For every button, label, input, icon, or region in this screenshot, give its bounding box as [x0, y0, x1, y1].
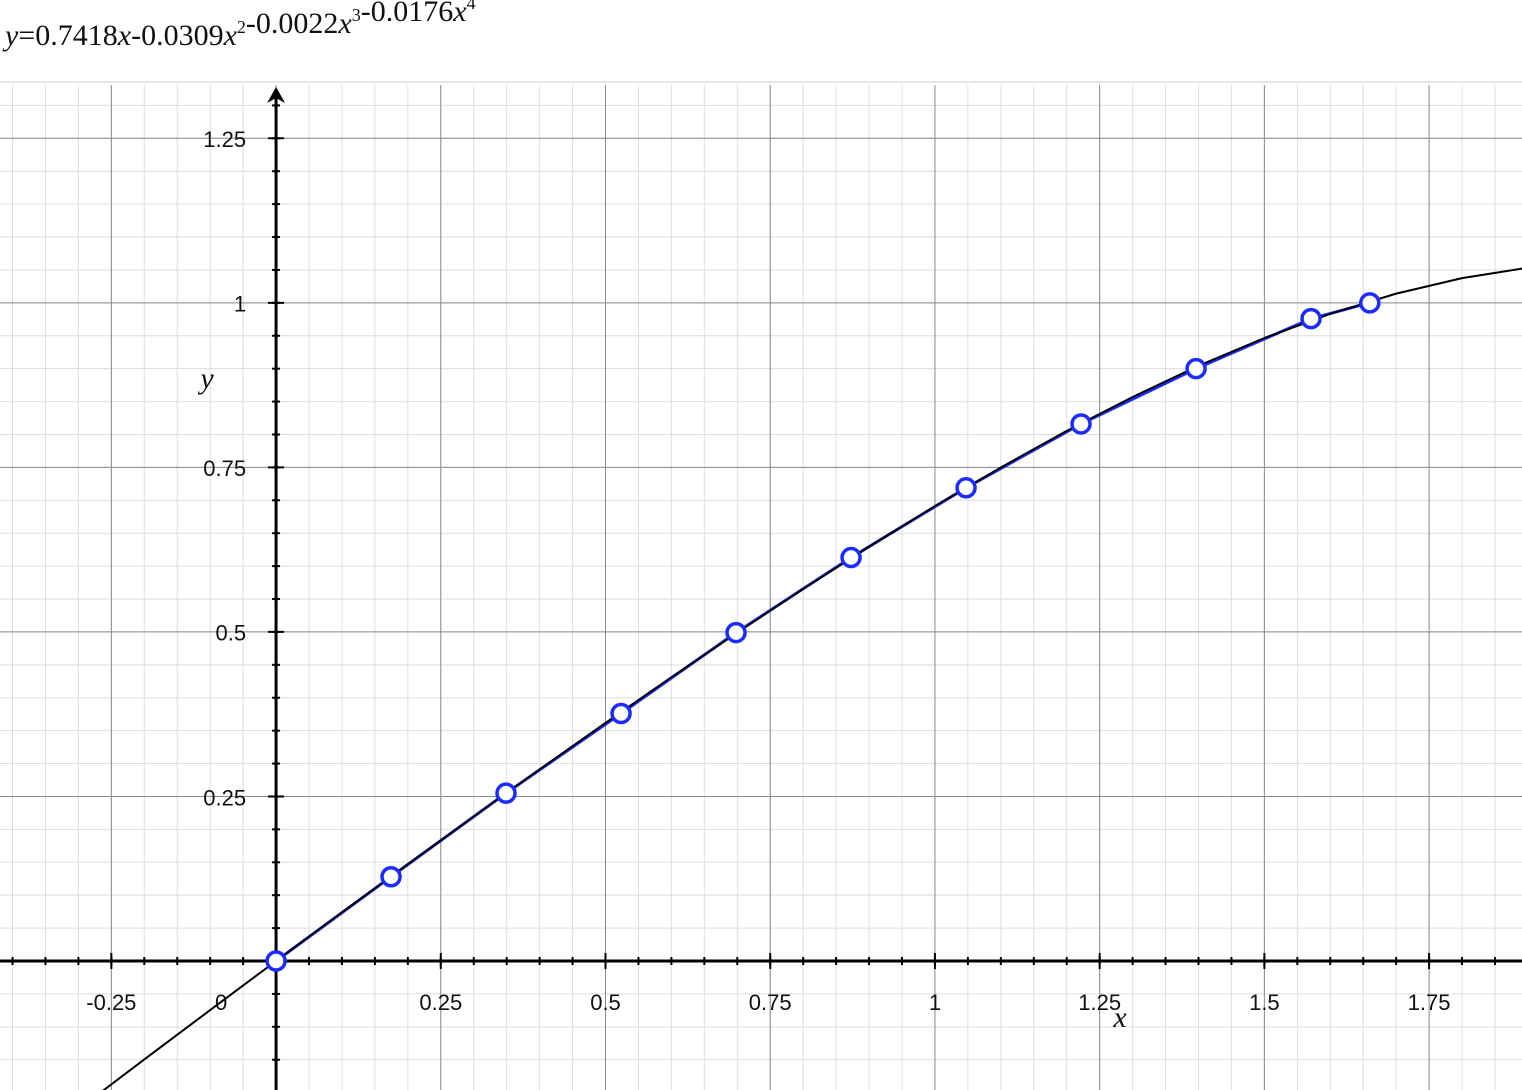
x-tick-label: 1.25	[1078, 990, 1121, 1015]
equation-coef: -0.0022	[246, 7, 339, 40]
y-axis-arrow	[267, 87, 286, 103]
x-tick-label: 1.75	[1408, 990, 1451, 1015]
equation-var: x	[337, 7, 352, 40]
x-tick-label: -0.25	[86, 990, 136, 1015]
point	[955, 477, 977, 499]
x-tick-label: 1	[929, 990, 941, 1015]
x-tick-label: 0.25	[419, 990, 462, 1015]
point	[495, 782, 517, 804]
x-axis-label: x	[1112, 1001, 1127, 1034]
point	[1185, 357, 1207, 380]
point	[610, 702, 632, 725]
y-tick-label: 1	[234, 292, 246, 317]
point	[1070, 413, 1092, 435]
x-tick-label: 1.5	[1249, 990, 1280, 1015]
y-tick-label: 1.25	[203, 127, 246, 152]
point	[265, 950, 287, 972]
point	[1300, 307, 1322, 330]
y-tick-label: 0.5	[215, 621, 246, 646]
equation-var: x	[223, 19, 238, 52]
equation-lhs: y	[2, 19, 19, 52]
grid	[0, 85, 1522, 1090]
series-line	[102, 267, 1522, 1090]
axes: -0.25 0 0.25 0.5 0.75 1 1.25 1.5 1.750.250.50.75…	[0, 87, 1522, 1090]
y-tick-label: 0.25	[203, 785, 246, 810]
point	[840, 546, 862, 569]
equation-power: 3	[352, 5, 361, 25]
point	[380, 866, 402, 888]
point	[725, 621, 747, 644]
plot-area	[102, 267, 1522, 1090]
y-tick-label: 0.75	[203, 456, 246, 481]
equation-coef: -0.0176	[361, 0, 454, 28]
y-axis-label: y	[197, 362, 214, 395]
equation-coef: -0.0309	[131, 19, 224, 52]
equation: y=0.7418x-0.0309x2-0.0022x3-0.0176x4	[2, 0, 476, 52]
point	[1359, 292, 1381, 314]
equation-power: 4	[467, 0, 476, 13]
equation-var: x	[117, 19, 132, 52]
x-tick-label: 0.5	[590, 990, 621, 1015]
x-tick-label: 0.75	[749, 990, 792, 1015]
equation-power: 2	[237, 17, 246, 37]
equation-coef: =0.7418	[18, 19, 117, 52]
equation-var: x	[452, 0, 467, 28]
